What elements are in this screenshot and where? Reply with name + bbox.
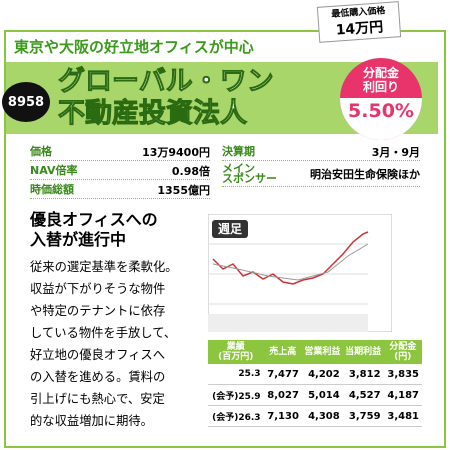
- info-value: 0.98倍: [171, 164, 210, 178]
- price-tag: 最低購入価格 14万円: [316, 1, 402, 43]
- info-value: 明治安田生命保険ほか: [310, 168, 420, 181]
- article-body: 従来の選定基準を柔軟化。 収益が下がりそうな物件 や特定のテナントに依存 している物件…: [30, 256, 178, 432]
- body-line: 好立地の優良オフィスへ: [30, 348, 166, 362]
- chart-grid: [208, 243, 368, 305]
- info-label: メイン スポンサー: [222, 162, 277, 185]
- table-cell: 3,812: [342, 364, 384, 385]
- table-cell: 7,477: [263, 364, 302, 385]
- chart: 週足: [208, 214, 392, 332]
- volume-area: [208, 314, 368, 332]
- info-value: 3月・9月: [371, 145, 420, 159]
- header-cell: 業績 (百万円): [208, 340, 264, 364]
- info-label: 決算期: [222, 144, 255, 158]
- info-value: 1355億円: [157, 183, 210, 197]
- table-cell: 25.3: [208, 364, 264, 385]
- info-label: NAV倍率: [30, 163, 78, 177]
- body-line: している物件を手放して、: [30, 326, 177, 340]
- header-cell: 分配金 (円): [383, 340, 422, 364]
- table-row: 25.3 7,477 4,202 3,812 3,835: [208, 364, 422, 385]
- info-row: NAV倍率 0.98倍: [30, 162, 210, 180]
- info-label: 価格: [30, 144, 52, 158]
- table-cell: 3,835: [383, 364, 422, 385]
- body-line: の入替を進める。賃料の: [30, 370, 166, 384]
- header-cell: 営業利益: [301, 340, 343, 364]
- title: グローバル・ワン 不動産投資法人: [58, 66, 275, 130]
- yield-label-line: 分配金: [362, 66, 399, 80]
- yield-circle: 分配金 利回り 5.50%: [340, 58, 422, 140]
- chart-label-bg: [212, 220, 248, 238]
- info-row: メイン スポンサー 明治安田生命保険ほか: [222, 162, 420, 187]
- info-value: 13万9400円: [142, 145, 210, 159]
- table-cell: 4,202: [301, 364, 343, 385]
- ma-line: [212, 243, 369, 281]
- heading-line: 優良オフィスへの: [30, 210, 158, 229]
- title-line: グローバル・ワン: [58, 66, 275, 98]
- heading-line: 入替が進行中: [30, 230, 127, 249]
- table-cell: (会予)26.3: [208, 405, 264, 427]
- table-row: (会予)26.3 7,130 4,308 3,759 3,481: [208, 405, 422, 427]
- yield-label: 分配金 利回り: [340, 66, 422, 94]
- table-cell: 8,027: [263, 384, 302, 406]
- table: 業績 (百万円) 売上高 営業利益 当期利益 分配金 (円) 25.3 7,477 4,202…: [208, 340, 422, 427]
- info-row: 決算期 3月・9月: [222, 143, 420, 161]
- info-row: 時価総額 1355億円: [30, 181, 210, 199]
- info-label: 時価総額: [30, 182, 74, 196]
- table-cell: 5,014: [301, 384, 343, 406]
- body-line: 従来の選定基準を柔軟化。: [30, 260, 178, 274]
- chart-label: 週足: [218, 221, 242, 236]
- header-row: 業績 (百万円) 売上高 営業利益 当期利益 分配金 (円): [208, 340, 422, 364]
- body-line: 引上げにも熱心で、安定: [30, 392, 165, 406]
- title-line: 不動産投資法人: [58, 98, 248, 130]
- table-cell: 4,527: [342, 384, 384, 406]
- yield-label-line: 利回り: [362, 80, 399, 94]
- body-line: 的な収益増加に期待。: [30, 414, 153, 428]
- table-cell: 4,308: [301, 405, 343, 427]
- body-line: 収益が下がりそうな物件: [30, 282, 166, 296]
- header-cell: 売上高: [263, 340, 302, 364]
- tagline: 東京や大阪の好立地オフィスが中心: [14, 38, 254, 56]
- info-row: 価格 13万9400円: [30, 143, 210, 161]
- table-cell: 3,481: [383, 405, 422, 427]
- body-line: や特定のテナントに依存: [30, 304, 166, 318]
- table-cell: 3,759: [342, 405, 384, 427]
- code-badge: 8958: [2, 82, 50, 122]
- header-cell: 当期利益: [342, 340, 384, 364]
- results-table: 業績 (百万円) 売上高 営業利益 当期利益 分配金 (円) 25.3 7,477 4,202…: [208, 340, 422, 427]
- table-cell: 4,187: [383, 384, 422, 406]
- table-cell: (会予)25.9: [208, 384, 264, 406]
- article-heading: 優良オフィスへの 入替が進行中: [30, 210, 158, 250]
- table-cell: 7,130: [263, 405, 302, 427]
- price-line: [212, 231, 369, 285]
- table-row: (会予)25.9 8,027 5,014 4,527 4,187: [208, 384, 422, 406]
